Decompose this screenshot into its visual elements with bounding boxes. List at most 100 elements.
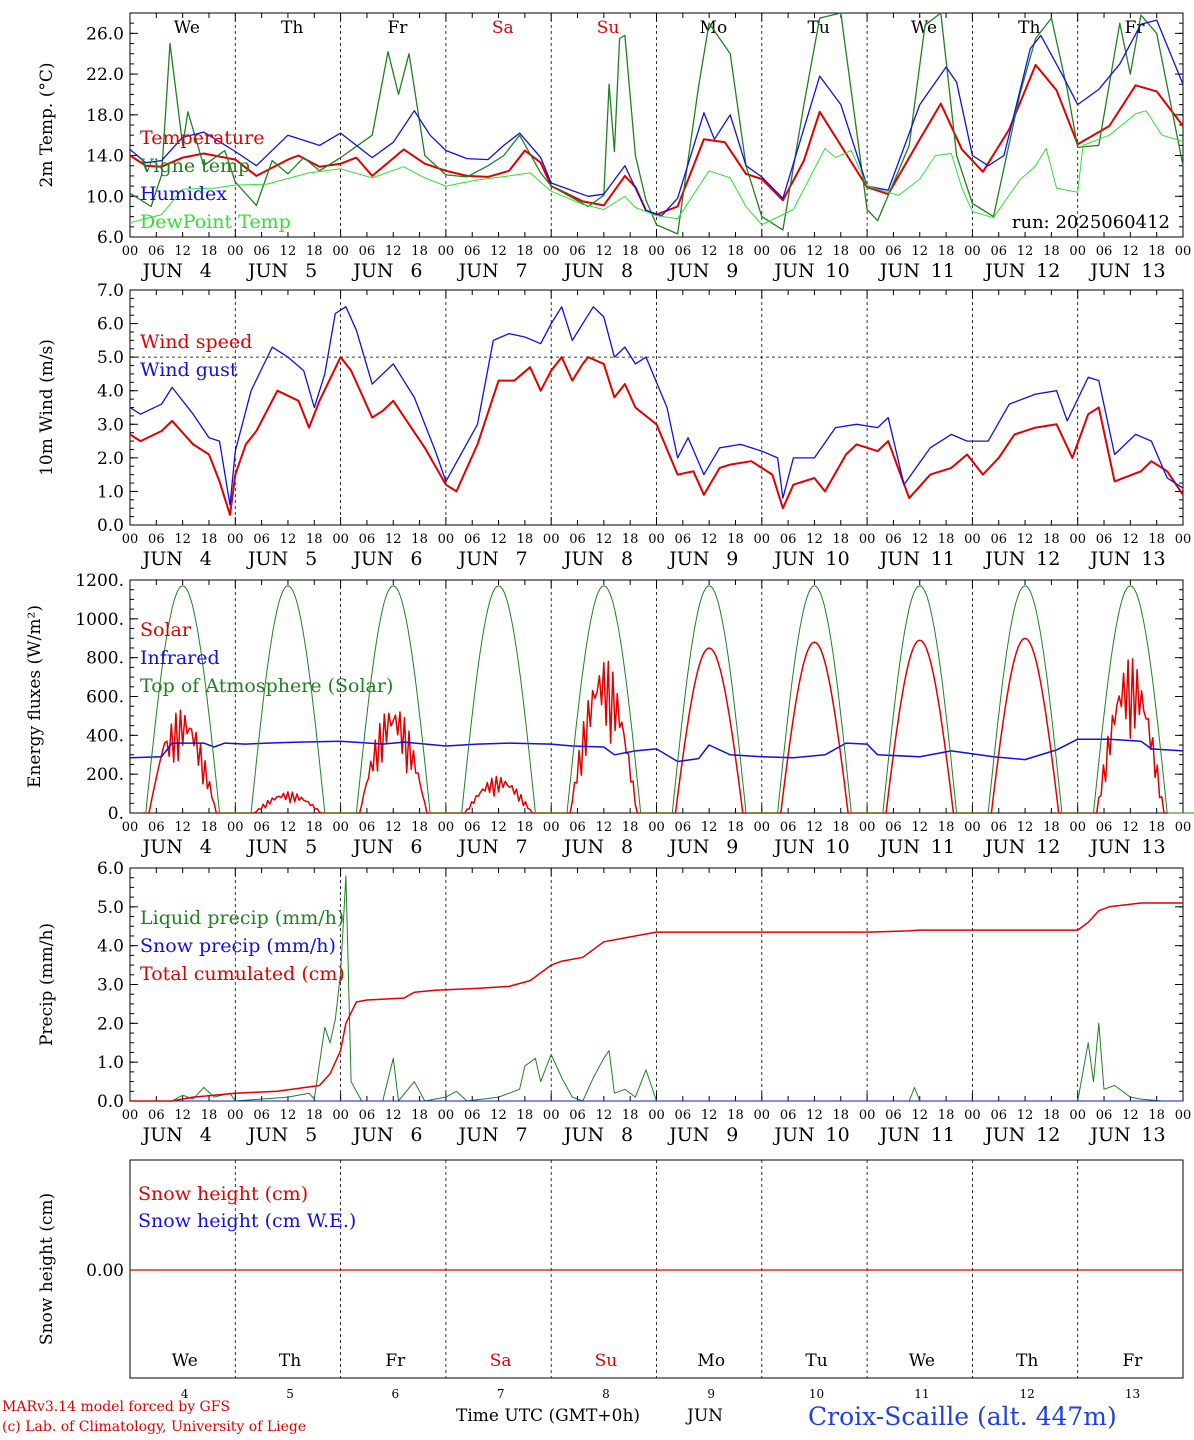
date-month-label: JUN [351, 836, 393, 858]
hour-tick-label: 12 [385, 244, 402, 259]
hour-tick-label: 06 [464, 820, 481, 835]
date-day-label: 5 [305, 836, 317, 858]
y-axis-label-wind: 10m Wind (m/s) [37, 339, 57, 476]
hour-tick-label: 00 [859, 820, 876, 835]
hour-tick-label: 18 [411, 532, 428, 547]
date-day-label: 7 [516, 260, 528, 282]
y-tick-label: 6.0 [97, 859, 124, 879]
hour-tick-label: 12 [174, 532, 191, 547]
hour-tick-label: 06 [253, 1108, 270, 1123]
date-day-label: 13 [1141, 1124, 1165, 1146]
date-month-label: JUN [562, 548, 604, 570]
hour-tick-label: 00 [754, 532, 771, 547]
hour-tick-label: 12 [280, 532, 297, 547]
hour-tick-label: 06 [675, 244, 692, 259]
date-day-label: 12 [1036, 836, 1060, 858]
x-axis-time-label: Time UTC (GMT+0h) [456, 1406, 641, 1426]
legend-liquid-precip-mm-h-: Liquid precip (mm/h) [140, 907, 344, 929]
weekday-label: Tu [805, 1351, 827, 1371]
hour-tick-label: 12 [385, 1108, 402, 1123]
hour-tick-label: 18 [622, 1108, 639, 1123]
legend-top-of-atmosphere-solar-: Top of Atmosphere (Solar) [140, 675, 393, 697]
weekday-label: Su [597, 18, 620, 38]
date-day-label: 11 [914, 1387, 929, 1401]
hour-tick-label: 00 [964, 1108, 981, 1123]
hour-tick-label: 00 [438, 244, 455, 259]
hour-tick-label: 12 [490, 244, 507, 259]
date-month-label: JUN [141, 548, 183, 570]
hour-tick-label: 00 [227, 1108, 244, 1123]
date-day-label: 4 [200, 260, 212, 282]
date-day-label: 11 [931, 260, 955, 282]
hour-tick-label: 06 [675, 820, 692, 835]
hour-tick-label: 06 [253, 532, 270, 547]
legend-wind-gust: Wind gust [140, 359, 238, 381]
hour-tick-label: 12 [174, 1108, 191, 1123]
hour-tick-label: 18 [517, 1108, 534, 1123]
weekday-label: Mo [697, 1351, 725, 1371]
legend-humidex: Humidex [140, 183, 227, 205]
hour-tick-label: 18 [201, 244, 218, 259]
hour-tick-label: 00 [332, 244, 349, 259]
date-day-label: 10 [826, 548, 850, 570]
hour-tick-label: 18 [411, 820, 428, 835]
hour-tick-label: 18 [833, 244, 850, 259]
y-axis-label-energy: Energy fluxes (W/m²) [25, 605, 45, 788]
date-month-label: JUN [562, 260, 604, 282]
date-month-label: JUN [667, 260, 709, 282]
hour-tick-label: 18 [1148, 532, 1165, 547]
date-day-label: 6 [410, 836, 422, 858]
hour-tick-label: 06 [990, 244, 1007, 259]
date-month-label: JUN [351, 1124, 393, 1146]
y-axis-label-precip: Precip (mm/h) [37, 923, 57, 1046]
date-day-label: 13 [1141, 548, 1165, 570]
hour-tick-label: 00 [648, 820, 665, 835]
weekday-label: Th [281, 18, 303, 38]
legend-temperature: Temperature [140, 127, 264, 149]
date-month-label: JUN [246, 548, 288, 570]
date-month-label: JUN [772, 260, 814, 282]
date-month-label: JUN [141, 260, 183, 282]
legend-wind-speed: Wind speed [140, 331, 252, 353]
date-day-label: 5 [305, 260, 317, 282]
weekday-label: Fr [1125, 18, 1146, 38]
hour-tick-label: 12 [280, 244, 297, 259]
weekday-label: We [172, 1351, 198, 1371]
date-day-label: 9 [707, 1387, 715, 1401]
date-day-label: 8 [621, 548, 633, 570]
date-month-label: JUN [667, 836, 709, 858]
hour-tick-label: 06 [1096, 244, 1113, 259]
date-day-label: 8 [621, 1124, 633, 1146]
hour-tick-label: 18 [727, 1108, 744, 1123]
hour-tick-label: 00 [754, 244, 771, 259]
y-tick-label: 3.0 [97, 976, 124, 996]
date-day-label: 10 [826, 260, 850, 282]
hour-tick-label: 00 [648, 532, 665, 547]
hour-tick-label: 06 [148, 1108, 165, 1123]
y-tick-label: 1.0 [97, 1053, 124, 1073]
hour-tick-label: 18 [727, 532, 744, 547]
hour-tick-label: 00 [964, 244, 981, 259]
hour-tick-label: 12 [1017, 532, 1034, 547]
date-day-label: 8 [621, 260, 633, 282]
station-label: Croix-Scaille (alt. 447m) [808, 1402, 1117, 1431]
hour-tick-label: 00 [332, 532, 349, 547]
hour-tick-label: 18 [727, 820, 744, 835]
date-day-label: 12 [1036, 548, 1060, 570]
y-tick-label: 6.0 [97, 228, 124, 248]
hour-tick-label: 18 [622, 532, 639, 547]
series-total-cumulated-cm- [130, 902, 1183, 1102]
date-day-label: 11 [931, 1124, 955, 1146]
date-month-label: JUN [457, 836, 499, 858]
y-tick-label: 5.0 [97, 898, 124, 918]
hour-tick-label: 00 [438, 1108, 455, 1123]
hour-tick-label: 18 [306, 532, 323, 547]
date-day-label: 10 [826, 1124, 850, 1146]
date-day-label: 5 [305, 1124, 317, 1146]
y-tick-label: 18.0 [86, 106, 124, 126]
hour-tick-label: 06 [359, 532, 376, 547]
date-day-label: 4 [181, 1387, 189, 1401]
hour-tick-label: 00 [859, 532, 876, 547]
date-day-label: 4 [200, 548, 212, 570]
hour-tick-label: 12 [806, 244, 823, 259]
